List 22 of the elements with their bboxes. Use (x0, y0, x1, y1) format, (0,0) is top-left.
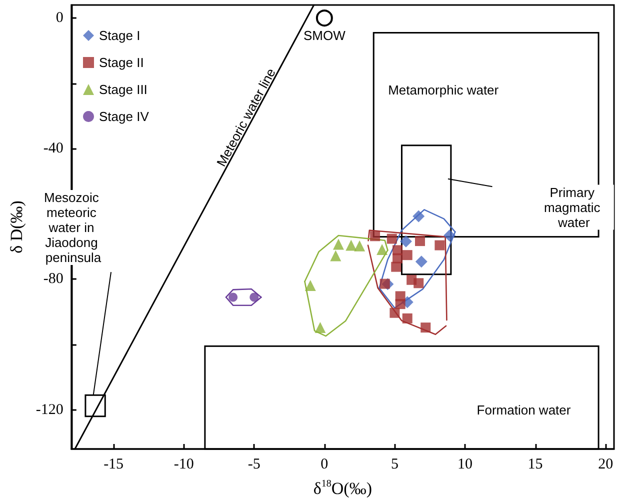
x-tick-label: -5 (248, 456, 260, 472)
y-tick-label: -120 (36, 402, 64, 418)
annotation: Primary magmatic water (544, 184, 604, 230)
x-tick-label: 10 (457, 456, 472, 472)
annotation: Mesozoic meteoric water in Jiaodong peninsula (44, 190, 103, 265)
x-tick-label: 5 (390, 456, 398, 472)
annotation: SMOW (303, 28, 346, 44)
legend-label: Stage I (99, 28, 140, 43)
legend-label: Stage III (99, 82, 148, 97)
y-tick-label: -80 (43, 271, 64, 288)
x-tick-label: 20 (598, 456, 614, 472)
y-axis-title: δ D(‰) (7, 200, 26, 254)
x-tick-label: -15 (104, 456, 124, 472)
annotation: Metamorphic water (388, 82, 500, 98)
annotation: Formation water (476, 402, 572, 418)
y-tick-label: -40 (43, 140, 64, 157)
legend-label: Stage II (99, 55, 144, 70)
y-tick-label: 0 (56, 10, 64, 26)
x-tick-label: 0 (320, 456, 328, 472)
x-tick-label: 15 (528, 456, 543, 472)
x-tick-label: -10 (174, 456, 194, 472)
legend-label: Stage IV (99, 109, 150, 124)
